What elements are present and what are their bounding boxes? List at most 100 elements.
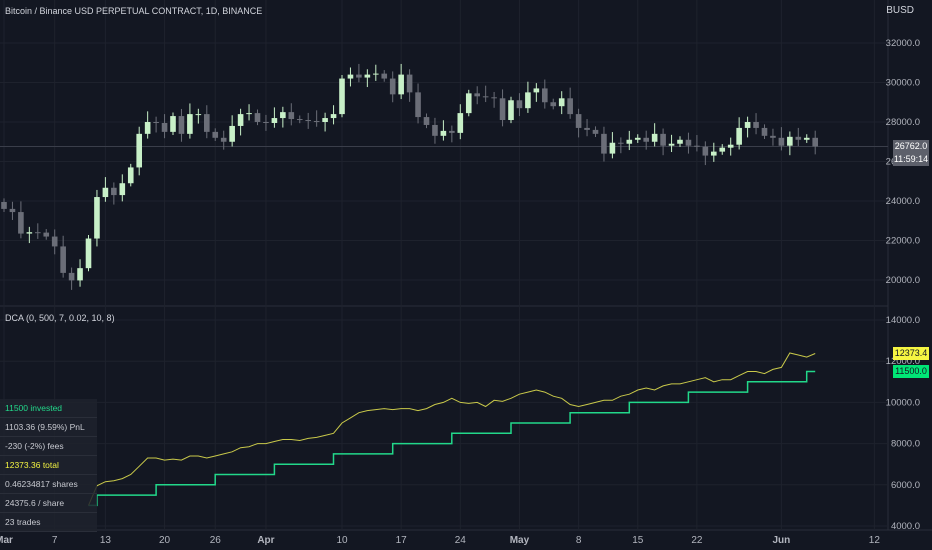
candle bbox=[812, 137, 818, 147]
total-value-line bbox=[88, 352, 816, 506]
candle bbox=[204, 114, 210, 132]
x-tick-label: 24 bbox=[455, 535, 467, 546]
indicator-label[interactable]: DCA (0, 500, 7, 0.02, 10, 8) bbox=[5, 313, 115, 323]
candle bbox=[119, 183, 126, 196]
candle bbox=[305, 120, 311, 122]
candle bbox=[111, 187, 117, 196]
currency-label: BUSD bbox=[886, 5, 914, 16]
candle bbox=[516, 100, 523, 109]
candle bbox=[457, 113, 464, 133]
candle bbox=[778, 137, 785, 146]
candle bbox=[68, 272, 75, 281]
candle bbox=[330, 114, 337, 119]
candle bbox=[677, 139, 683, 144]
candle bbox=[136, 133, 142, 168]
candle bbox=[127, 167, 134, 184]
candle bbox=[668, 143, 675, 146]
y-tick-label: 10000.0 bbox=[886, 397, 920, 408]
candlestick-series bbox=[1, 63, 818, 290]
stats-panel: 11500 invested 1103.36 (9.59%) PnL -230 … bbox=[0, 399, 97, 532]
candle bbox=[237, 114, 244, 126]
candle bbox=[711, 151, 717, 156]
x-tick-label: Jun bbox=[773, 535, 791, 546]
x-tick-label: 15 bbox=[632, 535, 644, 546]
candle bbox=[795, 136, 802, 140]
candle bbox=[694, 145, 700, 147]
y-tick-label: 24000.0 bbox=[886, 196, 920, 207]
stat-total: 12373.36 total bbox=[0, 456, 97, 475]
candle bbox=[339, 78, 345, 115]
candle bbox=[550, 102, 557, 107]
candle bbox=[153, 122, 159, 123]
stat-trades: 23 trades bbox=[0, 513, 97, 532]
candle bbox=[144, 122, 151, 134]
candle bbox=[618, 142, 624, 144]
x-tick-label: May bbox=[510, 535, 530, 546]
candle bbox=[9, 208, 16, 213]
candle bbox=[296, 119, 303, 121]
candle bbox=[381, 73, 388, 79]
x-tick-label: 13 bbox=[100, 535, 112, 546]
y-tick-label: 22000.0 bbox=[886, 236, 920, 247]
candle bbox=[525, 92, 531, 109]
x-tick-label: Apr bbox=[257, 535, 274, 546]
candle bbox=[170, 116, 176, 132]
candle bbox=[558, 98, 565, 107]
x-tick-label: 22 bbox=[691, 535, 703, 546]
last-price-tag: 26762.0 bbox=[893, 140, 929, 153]
candle bbox=[102, 187, 109, 198]
candle bbox=[542, 88, 548, 103]
candle bbox=[187, 114, 193, 134]
candle bbox=[584, 127, 590, 130]
x-tick-label: 7 bbox=[52, 535, 58, 546]
candle bbox=[634, 137, 641, 140]
candle bbox=[26, 232, 33, 234]
candle bbox=[753, 122, 759, 128]
candle bbox=[85, 238, 92, 269]
candle bbox=[761, 127, 768, 136]
candle bbox=[406, 74, 413, 93]
stat-per-share: 24375.6 / share bbox=[0, 494, 97, 513]
candle bbox=[592, 129, 599, 134]
x-tick-label: 20 bbox=[159, 535, 171, 546]
candle bbox=[482, 96, 489, 98]
candle bbox=[533, 88, 540, 93]
candle bbox=[432, 124, 438, 136]
candle bbox=[288, 112, 295, 120]
x-tick-label: Mar bbox=[0, 535, 13, 546]
candle bbox=[246, 113, 252, 115]
candle bbox=[373, 73, 379, 75]
candle bbox=[389, 78, 396, 95]
candle bbox=[43, 232, 50, 237]
candle bbox=[77, 268, 83, 281]
candle bbox=[736, 127, 742, 145]
candle bbox=[94, 197, 100, 239]
candle bbox=[195, 114, 202, 116]
y-tick-label: 6000.0 bbox=[891, 480, 920, 491]
candle bbox=[280, 112, 286, 119]
x-tick-label: 12 bbox=[869, 535, 881, 546]
candle bbox=[702, 146, 709, 156]
candle bbox=[744, 122, 751, 128]
candle bbox=[356, 74, 362, 78]
stat-invested: 11500 invested bbox=[0, 399, 97, 418]
x-tick-label: 26 bbox=[210, 535, 222, 546]
candle bbox=[1, 201, 7, 209]
y-tick-label: 14000.0 bbox=[886, 315, 920, 326]
candle bbox=[35, 232, 41, 234]
candle bbox=[787, 136, 793, 146]
candle bbox=[51, 236, 58, 247]
candle bbox=[567, 98, 573, 115]
candle bbox=[220, 137, 227, 142]
y-tick-label: 30000.0 bbox=[886, 78, 920, 89]
candle bbox=[575, 114, 582, 128]
dca-lines bbox=[88, 352, 816, 507]
candle bbox=[212, 131, 219, 138]
stat-shares: 0.46234817 shares bbox=[0, 475, 97, 494]
candle bbox=[474, 93, 480, 97]
candle bbox=[263, 122, 269, 123]
candle bbox=[364, 74, 371, 78]
countdown-tag: 11:59:14 bbox=[893, 153, 929, 166]
